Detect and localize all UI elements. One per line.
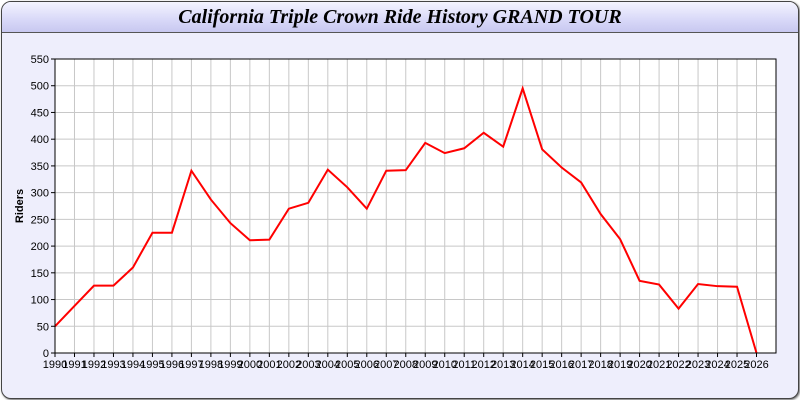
x-tick-label: 2011 [452, 359, 476, 371]
y-tick-label: 200 [31, 241, 49, 253]
x-tick-label: 1992 [82, 359, 106, 371]
y-tick-label: 350 [31, 161, 49, 173]
x-tick-label: 2008 [394, 359, 418, 371]
y-tick-label: 0 [43, 348, 49, 360]
y-tick-label: 300 [31, 188, 49, 200]
x-tick-label: 2006 [355, 359, 379, 371]
x-tick-label: 2019 [608, 359, 632, 371]
x-tick-label: 1993 [101, 359, 125, 371]
x-tick-label: 2015 [530, 359, 554, 371]
plot-area [55, 59, 776, 353]
x-tick-label: 2003 [296, 359, 320, 371]
x-tick-label: 2010 [432, 359, 456, 371]
x-tick-label: 2004 [316, 359, 340, 371]
x-tick-label: 2014 [510, 359, 534, 371]
x-axis-ticks: 1990199119921993199419951996199719981999… [43, 353, 769, 371]
x-tick-label: 1994 [121, 359, 145, 371]
y-tick-label: 150 [31, 268, 49, 280]
title-bar: California Triple Crown Ride History GRA… [2, 2, 798, 33]
x-tick-label: 2026 [744, 359, 768, 371]
y-tick-label: 550 [31, 54, 49, 66]
x-tick-label: 2002 [277, 359, 301, 371]
chart-title: California Triple Crown Ride History GRA… [178, 6, 622, 28]
x-tick-label: 2023 [686, 359, 710, 371]
y-tick-label: 450 [31, 107, 49, 119]
x-tick-label: 2020 [627, 359, 651, 371]
x-tick-label: 2005 [335, 359, 359, 371]
x-tick-label: 1991 [62, 359, 86, 371]
x-tick-label: 2007 [374, 359, 398, 371]
x-tick-label: 2018 [588, 359, 612, 371]
x-tick-label: 1995 [140, 359, 164, 371]
x-tick-label: 1996 [160, 359, 184, 371]
x-tick-label: 2025 [725, 359, 749, 371]
y-tick-label: 100 [31, 295, 49, 307]
x-tick-label: 1999 [218, 359, 242, 371]
x-tick-label: 2022 [666, 359, 690, 371]
x-tick-label: 2012 [471, 359, 495, 371]
y-tick-label: 250 [31, 214, 49, 226]
x-tick-label: 1997 [179, 359, 203, 371]
x-tick-label: 2024 [705, 359, 729, 371]
x-tick-label: 2000 [238, 359, 262, 371]
x-tick-label: 2001 [257, 359, 281, 371]
y-tick-label: 50 [37, 321, 49, 333]
y-tick-label: 400 [31, 134, 49, 146]
y-axis-ticks: 0 50 100 150 200 250 300 350 400 450 500 550 [31, 54, 55, 360]
x-tick-label: 1990 [43, 359, 67, 371]
x-tick-label: 2016 [549, 359, 573, 371]
x-tick-label: 1998 [199, 359, 223, 371]
x-tick-label: 2021 [647, 359, 671, 371]
y-axis-label: Riders [14, 189, 26, 223]
y-tick-label: 500 [31, 81, 49, 93]
x-tick-label: 2013 [491, 359, 515, 371]
x-tick-label: 2017 [569, 359, 593, 371]
x-tick-label: 2009 [413, 359, 437, 371]
plot-border [54, 58, 777, 354]
